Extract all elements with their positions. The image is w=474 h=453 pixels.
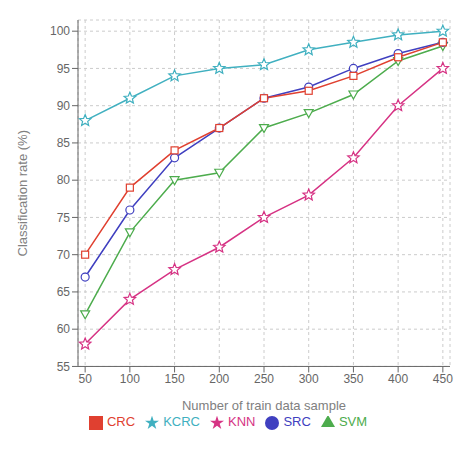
svg-text:Classification rate (%): Classification rate (%) xyxy=(15,130,30,256)
svg-text:450: 450 xyxy=(433,372,453,386)
svg-text:55: 55 xyxy=(57,360,71,374)
svg-text:200: 200 xyxy=(209,372,229,386)
svg-text:65: 65 xyxy=(57,285,71,299)
html-text:SRC: SRC xyxy=(283,414,311,430)
svg-text:250: 250 xyxy=(254,372,274,386)
svg-text:75: 75 xyxy=(57,211,71,225)
svg-text:95: 95 xyxy=(57,62,71,76)
svg-text:350: 350 xyxy=(343,372,363,386)
svg-text:300: 300 xyxy=(299,372,319,386)
html-text:CRC: CRC xyxy=(107,414,136,430)
svg-text:400: 400 xyxy=(388,372,408,386)
html-text:SVM: SVM xyxy=(338,414,367,430)
svg-text:150: 150 xyxy=(165,372,185,386)
html-text:KNN: KNN xyxy=(228,414,256,430)
html-text:KCRC: KCRC xyxy=(163,414,200,430)
svg-text:70: 70 xyxy=(57,248,71,262)
svg-text:100: 100 xyxy=(50,24,70,38)
svg-text:90: 90 xyxy=(57,99,71,113)
svg-text:50: 50 xyxy=(78,372,92,386)
svg-text:85: 85 xyxy=(57,136,71,150)
svg-text:100: 100 xyxy=(120,372,140,386)
svg-text:80: 80 xyxy=(57,173,71,187)
svg-text:Number of train data sample: Number of train data sample xyxy=(182,398,346,413)
svg-text:60: 60 xyxy=(57,322,71,336)
